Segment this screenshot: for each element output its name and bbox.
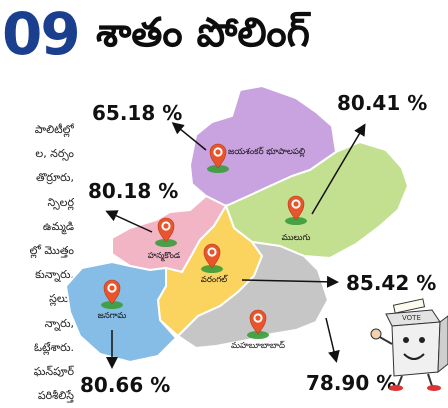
article-line: కున్నారు. bbox=[35, 268, 74, 282]
turnout-value: 65.18 % bbox=[92, 101, 182, 125]
headline-number: .09 bbox=[0, 0, 81, 68]
article-line: తొర్రూరు, bbox=[35, 171, 74, 185]
article-line: ఓట్లేశారు. bbox=[33, 340, 74, 354]
district-label: జయశంకర్ భూపాలపల్లి bbox=[228, 146, 305, 158]
article-line: ల్లో మొత్తం bbox=[29, 243, 74, 257]
ballot-box-label: VOTE bbox=[402, 314, 421, 322]
pointer-arrow bbox=[105, 210, 153, 233]
article-line: న్సిలర్ల bbox=[47, 195, 74, 209]
article-line: న్నారు, bbox=[44, 316, 74, 330]
turnout-value: 80.66 % bbox=[80, 373, 170, 397]
pointer-arrow bbox=[325, 317, 340, 363]
turnout-value: 78.90 % bbox=[306, 371, 396, 395]
ballot-box-icon: VOTE bbox=[370, 298, 448, 391]
turnout-value: 85.42 % bbox=[346, 271, 436, 295]
district-label: వరంగల్ bbox=[201, 274, 228, 285]
district-jangaon bbox=[64, 260, 178, 364]
district-mahabubabad bbox=[176, 240, 330, 350]
district-label: మహబూబాబాద్ bbox=[231, 340, 285, 351]
article-line: పరిశీలిస్తే bbox=[37, 389, 74, 403]
district-label: హన్మకొండ bbox=[148, 251, 181, 262]
headline: .09 శాతం పోలింగ్ bbox=[0, 0, 448, 74]
article-line: పాలిటీల్లో bbox=[34, 123, 74, 136]
headline-title: శాతం పోలింగ్ bbox=[96, 10, 310, 56]
turnout-value: 80.41 % bbox=[337, 91, 427, 115]
pointer-arrow bbox=[241, 275, 339, 288]
article-line: ల, నర్సం bbox=[35, 147, 74, 161]
turnout-value: 80.18 % bbox=[88, 179, 178, 203]
pointer-arrow bbox=[311, 123, 366, 215]
article-line: ఘన్‌పూర్ bbox=[33, 364, 74, 378]
district-label: జనగామ bbox=[98, 311, 127, 321]
article-column: పాలిటీల్లో ల, నర్సం తొర్రూరు, న్సిలర్ల ఉ… bbox=[0, 118, 74, 408]
pointer-arrow bbox=[171, 122, 207, 151]
article-line: ఉమ్మడి bbox=[42, 219, 74, 233]
district-label: ములుగు bbox=[282, 233, 311, 243]
